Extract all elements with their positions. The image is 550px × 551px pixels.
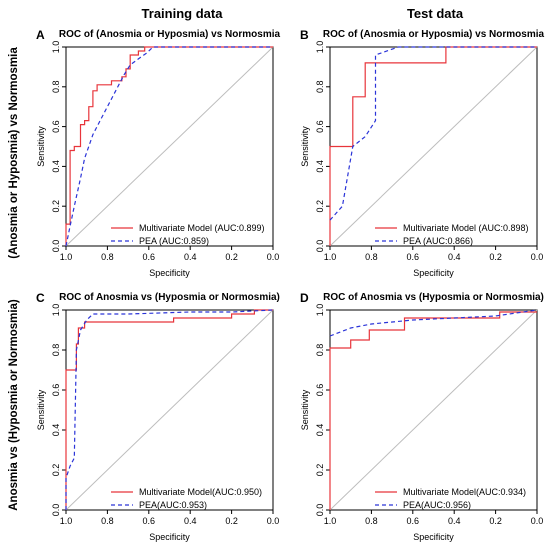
- x-tick-label: 1.0: [324, 252, 337, 262]
- diagonal-line-c: [65, 309, 274, 511]
- y-tick-label: 1.0: [315, 41, 325, 54]
- y-tick-label: 1.0: [51, 304, 61, 317]
- legend-label-multivariate: Multivariate Model(AUC:0.934): [403, 487, 526, 497]
- roc-panel-c: C ROC of Anosmia vs (Hyposmia or Normosmi…: [36, 291, 280, 542]
- panel-letter-c: C: [36, 291, 45, 305]
- y-tick-label: 0.8: [51, 81, 61, 94]
- row-title-top: (Anosmia or Hyposmia) vs Normosmia: [8, 47, 20, 259]
- legend-label-multivariate: Multivariate Model (AUC:0.898): [403, 223, 529, 233]
- x-tick-label: 0.6: [407, 516, 420, 526]
- diagonal-line-a: [65, 46, 274, 247]
- column-title-test: Test data: [407, 6, 464, 21]
- x-axis-title-c: Specificity: [149, 532, 190, 542]
- panel-title-b: ROC of (Anosmia or Hyposmia) vs Normosmi…: [323, 29, 545, 40]
- x-tick-label: 0.0: [267, 252, 280, 262]
- y-tick-label: 0.6: [51, 120, 61, 133]
- x-tick-label: 0.0: [267, 516, 280, 526]
- multivariate-roc-line-a: [65, 46, 273, 246]
- y-tick-label: 0.6: [51, 384, 61, 397]
- x-tick-label: 0.4: [448, 252, 461, 262]
- y-tick-label: 0.2: [315, 464, 325, 477]
- y-tick-label: 0.8: [315, 81, 325, 94]
- x-tick-label: 0.6: [407, 252, 420, 262]
- y-tick-label: 0.6: [315, 384, 325, 397]
- y-axis-title-d: Sensitivity: [300, 389, 310, 430]
- x-tick-label: 0.6: [143, 252, 156, 262]
- x-tick-label: 0.8: [101, 252, 114, 262]
- diagonal-line-b: [329, 46, 538, 247]
- legend-label-multivariate: Multivariate Model (AUC:0.899): [139, 223, 265, 233]
- x-tick-label: 0.0: [531, 252, 544, 262]
- y-tick-label: 0.6: [315, 120, 325, 133]
- y-tick-label: 1.0: [315, 304, 325, 317]
- x-tick-label: 1.0: [60, 516, 73, 526]
- roc-panel-b: B ROC of (Anosmia or Hyposmia) vs Normosm…: [300, 28, 545, 278]
- y-tick-label: 0.8: [51, 344, 61, 357]
- y-tick-label: 0.4: [315, 424, 325, 437]
- y-axis-title-c: Sensitivity: [36, 389, 46, 430]
- y-tick-label: 0.0: [51, 504, 61, 517]
- x-axis-title-a: Specificity: [149, 268, 190, 278]
- x-axis-title-d: Specificity: [413, 532, 454, 542]
- panel-title-d: ROC of Anosmia vs (Hyposmia or Normosmia…: [323, 292, 544, 303]
- y-tick-label: 0.2: [315, 200, 325, 213]
- x-tick-label: 0.8: [365, 516, 378, 526]
- x-axis-title-b: Specificity: [413, 268, 454, 278]
- pea-roc-line-b: [329, 46, 537, 221]
- panel-letter-b: B: [300, 28, 309, 42]
- y-axis-title-a: Sensitivity: [36, 126, 46, 167]
- panel-title-c: ROC of Anosmia vs (Hyposmia or Normosmia…: [59, 292, 280, 303]
- row-title-bottom: Anosmia vs (Hyposmia or Normosmia): [8, 299, 20, 511]
- column-title-training: Training data: [142, 6, 224, 21]
- y-tick-label: 0.4: [51, 424, 61, 437]
- x-tick-label: 1.0: [324, 516, 337, 526]
- panel-title-a: ROC of (Anosmia or Hyposmia) vs Normosmi…: [59, 29, 281, 40]
- legend-label-pea: PEA (AUC:0.866): [403, 236, 473, 246]
- panel-letter-d: D: [300, 291, 309, 305]
- x-tick-label: 0.2: [489, 516, 502, 526]
- roc-panel-a: A ROC of (Anosmia or Hyposmia) vs Normosm…: [36, 28, 281, 278]
- diagonal-line-d: [329, 309, 538, 511]
- y-tick-label: 0.2: [51, 200, 61, 213]
- x-tick-label: 0.8: [365, 252, 378, 262]
- y-tick-label: 0.0: [315, 504, 325, 517]
- x-tick-label: 1.0: [60, 252, 73, 262]
- legend-label-pea: PEA (AUC:0.859): [139, 236, 209, 246]
- roc-panel-d: D ROC of Anosmia vs (Hyposmia or Normosmi…: [300, 291, 544, 542]
- pea-roc-line-c: [65, 309, 274, 510]
- pea-roc-line-d: [329, 309, 538, 337]
- y-axis-title-b: Sensitivity: [300, 126, 310, 167]
- legend-label-pea: PEA(AUC:0.956): [403, 500, 471, 510]
- x-tick-label: 0.4: [184, 516, 197, 526]
- legend-label-pea: PEA(AUC:0.953): [139, 500, 207, 510]
- x-tick-label: 0.0: [531, 516, 544, 526]
- y-tick-label: 0.2: [51, 464, 61, 477]
- x-tick-label: 0.4: [184, 252, 197, 262]
- panels: A ROC of (Anosmia or Hyposmia) vs Normosm…: [36, 28, 545, 542]
- x-tick-label: 0.6: [143, 516, 156, 526]
- y-tick-label: 0.0: [51, 240, 61, 253]
- y-tick-label: 0.8: [315, 344, 325, 357]
- pea-roc-line-a: [65, 46, 273, 247]
- y-tick-label: 0.4: [315, 160, 325, 173]
- x-tick-label: 0.8: [101, 516, 114, 526]
- x-tick-label: 0.2: [225, 516, 238, 526]
- x-tick-label: 0.4: [448, 516, 461, 526]
- y-tick-label: 1.0: [51, 41, 61, 54]
- multivariate-roc-line-b: [329, 46, 537, 246]
- y-tick-label: 0.0: [315, 240, 325, 253]
- x-tick-label: 0.2: [225, 252, 238, 262]
- x-tick-label: 0.2: [489, 252, 502, 262]
- y-tick-label: 0.4: [51, 160, 61, 173]
- panel-letter-a: A: [36, 28, 45, 42]
- legend-label-multivariate: Multivariate Model(AUC:0.950): [139, 487, 262, 497]
